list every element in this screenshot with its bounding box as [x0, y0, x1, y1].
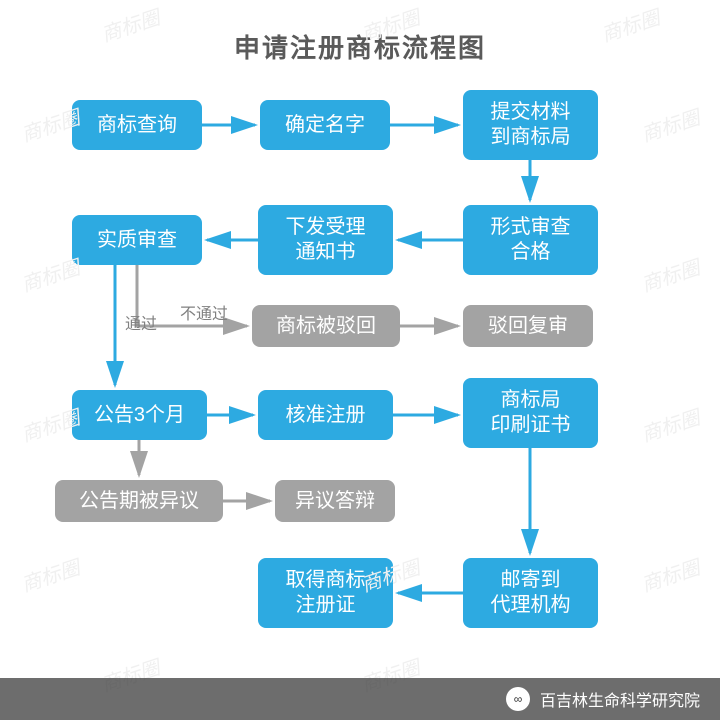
node-n14: 邮寄到 代理机构: [463, 558, 598, 628]
node-n9: 公告3个月: [72, 390, 207, 440]
edge-label-n6-n9: 通过: [125, 310, 157, 334]
node-n3: 提交材料 到商标局: [463, 90, 598, 160]
node-n7: 商标被驳回: [252, 305, 400, 347]
footer-text: 百吉林生命科学研究院: [540, 687, 700, 711]
node-n2: 确定名字: [260, 100, 390, 150]
watermark-9: 商标圈: [17, 551, 83, 597]
node-n4: 形式审查 合格: [463, 205, 598, 275]
watermark-4: 商标圈: [637, 101, 703, 147]
node-n10: 核准注册: [258, 390, 393, 440]
node-n8: 驳回复审: [463, 305, 593, 347]
node-n15: 取得商标 注册证: [258, 558, 393, 628]
edge-label-n6-n7: 不通过: [180, 300, 228, 324]
node-n13: 异议答辩: [275, 480, 395, 522]
node-n11: 商标局 印刷证书: [463, 378, 598, 448]
footer-bar: ∞ 百吉林生命科学研究院: [0, 678, 720, 720]
watermark-11: 商标圈: [637, 551, 703, 597]
watermark-6: 商标圈: [637, 251, 703, 297]
node-n12: 公告期被异议: [55, 480, 223, 522]
node-n6: 实质审查: [72, 215, 202, 265]
footer-icon: ∞: [506, 687, 530, 711]
node-n5: 下发受理 通知书: [258, 205, 393, 275]
watermark-8: 商标圈: [637, 401, 703, 447]
node-n1: 商标查询: [72, 100, 202, 150]
chart-title: 申请注册商标流程图: [0, 28, 720, 65]
flowchart-canvas: 申请注册商标流程图 商标查询 确定名字 提交材料 到商标局形式审查 合格下发受理 通…: [0, 0, 720, 720]
